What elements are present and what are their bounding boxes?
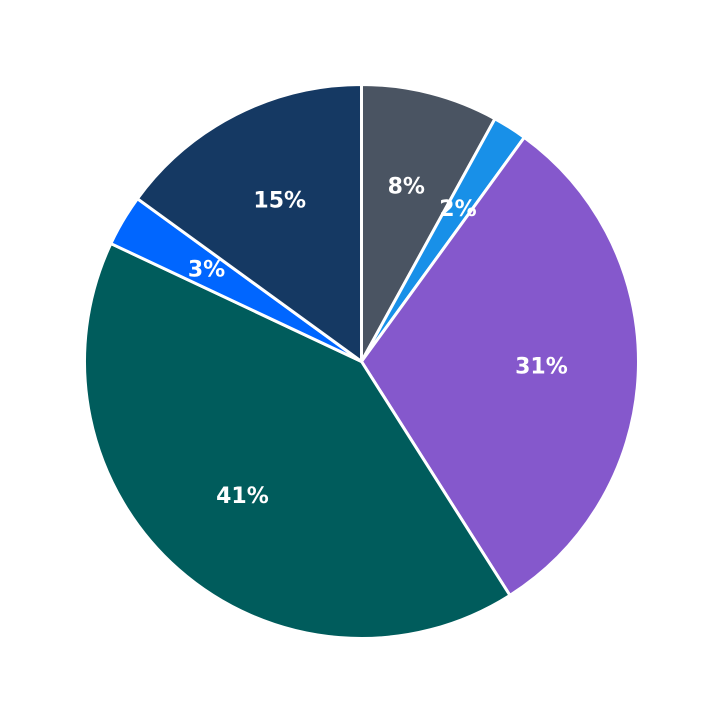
pie-slice-label-1: 2% [439, 197, 476, 222]
pie-labels: 8% 2% 31% 41% 3% 15% [188, 175, 568, 509]
pie-slice-0 [360, 83, 497, 363]
pie-slice-label-4: 3% [188, 257, 225, 282]
pie-slices [83, 83, 640, 640]
pie-slice-3 [83, 242, 512, 640]
pie-slice-5 [135, 83, 363, 363]
pie-slice-label-3: 41% [216, 484, 269, 509]
pie-slice-label-0: 8% [388, 175, 425, 200]
pie-slice-2 [360, 135, 640, 597]
pie-slice-label-2: 31% [515, 355, 568, 380]
pie-slice-label-5: 15% [253, 189, 306, 214]
